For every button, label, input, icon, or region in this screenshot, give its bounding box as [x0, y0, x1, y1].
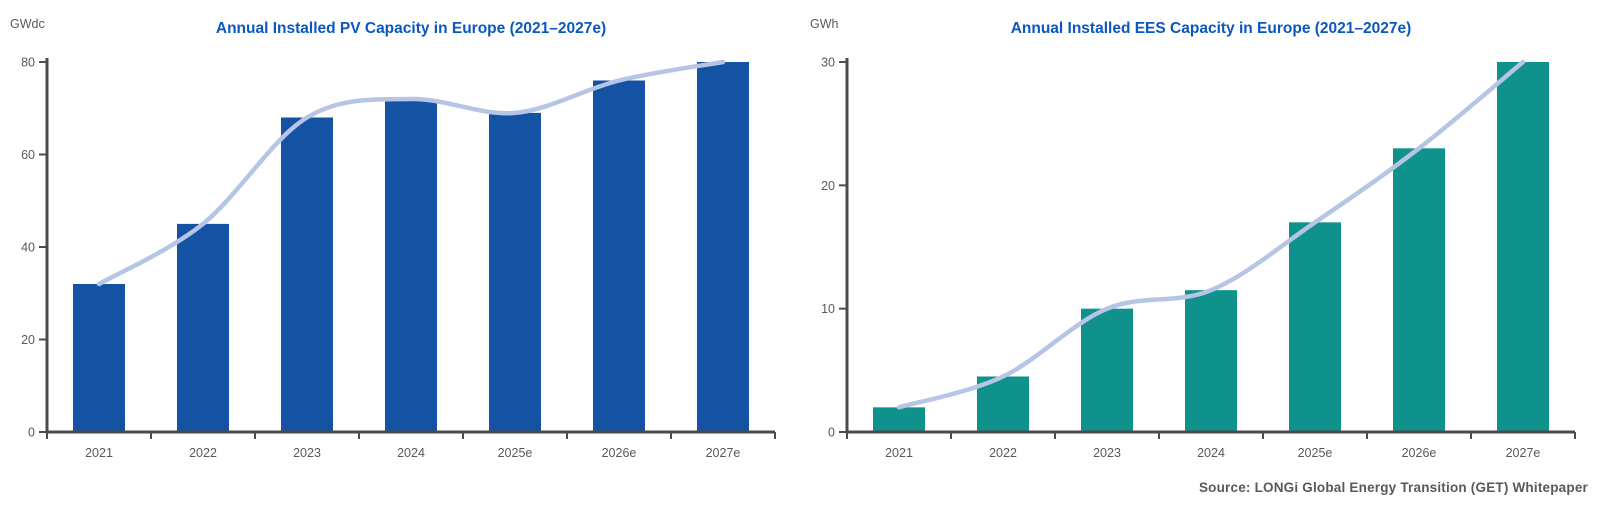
x-axis-label-2022: 2022	[989, 446, 1017, 460]
x-axis-label-2021: 2021	[85, 446, 113, 460]
x-axis-label-2023: 2023	[1093, 446, 1121, 460]
y-axis-tick-label: 0	[28, 426, 35, 440]
chart-title: Annual Installed PV Capacity in Europe (…	[216, 20, 606, 37]
y-axis-tick-label: 40	[21, 241, 35, 255]
y-axis-tick-label: 20	[21, 333, 35, 347]
y-axis-tick-label: 20	[821, 179, 835, 193]
y-axis-tick-label: 80	[21, 56, 35, 70]
bar-2024	[1185, 290, 1237, 432]
x-axis-label-2027e: 2027e	[706, 446, 741, 460]
bar-2027e	[1497, 62, 1549, 432]
source-attribution: Source: LONGi Global Energy Transition (…	[1198, 480, 1588, 495]
y-axis-unit-label: GWdc	[10, 17, 45, 31]
y-axis-tick-label: 60	[21, 148, 35, 162]
x-axis-label-2026e: 2026e	[602, 446, 637, 460]
pv-chart-plot: Annual Installed PV Capacity in Europe (…	[10, 17, 776, 460]
x-axis-label-2026e: 2026e	[1402, 446, 1437, 460]
trend-line	[96, 59, 726, 287]
bar-2021	[873, 407, 925, 432]
x-axis-label-2027e: 2027e	[1506, 446, 1541, 460]
x-axis-label-2025e: 2025e	[1298, 446, 1333, 460]
bar-2023	[281, 117, 333, 432]
x-axis-label-2023: 2023	[293, 446, 321, 460]
bar-2021	[73, 284, 125, 432]
bar-2025e	[489, 112, 541, 432]
chart-title: Annual Installed EES Capacity in Europe …	[1011, 20, 1412, 37]
ees-chart-plot: Annual Installed EES Capacity in Europe …	[810, 17, 1576, 460]
bar-2026e	[1393, 148, 1445, 433]
bar-2026e	[593, 80, 645, 432]
bar-2025e	[1289, 222, 1341, 432]
y-axis-tick-label: 0	[828, 426, 835, 440]
y-axis-tick-label: 10	[821, 302, 835, 316]
bar-2023	[1081, 308, 1133, 432]
ees-capacity-chart: Annual Installed EES Capacity in Europe …	[800, 0, 1600, 516]
x-axis-label-2025e: 2025e	[498, 446, 533, 460]
bar-2022	[177, 223, 229, 432]
y-axis-tick-label: 30	[821, 56, 835, 70]
pv-capacity-chart: Annual Installed PV Capacity in Europe (…	[10, 17, 776, 460]
x-axis-label-2021: 2021	[885, 446, 913, 460]
x-axis-label-2022: 2022	[189, 446, 217, 460]
bar-2024	[385, 99, 437, 432]
x-axis-label-2024: 2024	[1197, 446, 1225, 460]
y-axis-unit-label: GWh	[810, 17, 839, 31]
trend-line	[896, 59, 1526, 410]
bar-2027e	[697, 62, 749, 432]
x-axis-label-2024: 2024	[397, 446, 425, 460]
